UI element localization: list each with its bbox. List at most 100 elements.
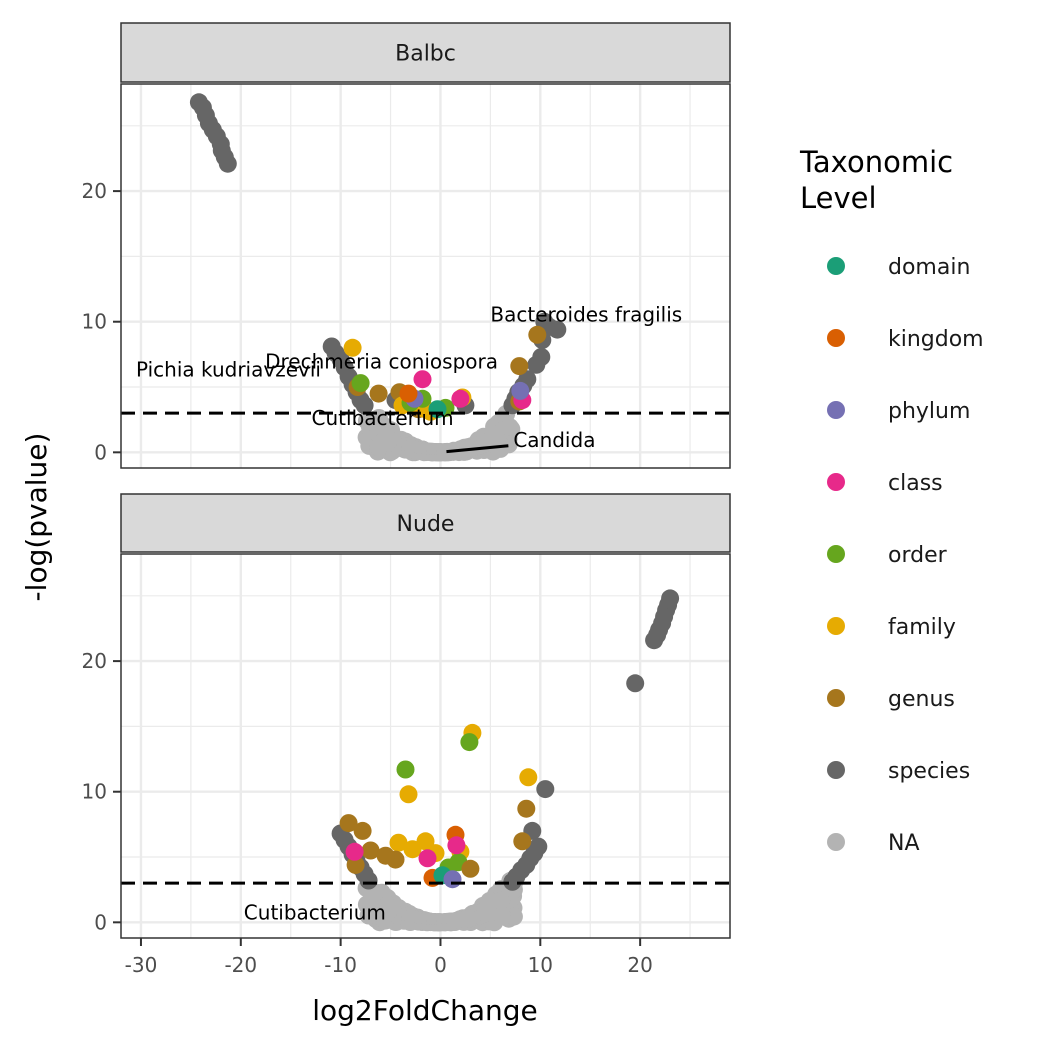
panel-border [120, 83, 731, 469]
legend-label: species [888, 759, 970, 784]
legend-key-kingdom [827, 329, 845, 347]
legend-label: family [888, 615, 956, 640]
y-tick-label: 10 [82, 780, 107, 804]
legend-label: genus [888, 687, 955, 712]
family-point [399, 785, 418, 804]
point-annotation: Drechmeria coniospora [265, 350, 498, 374]
y-tick-label: 20 [82, 179, 107, 203]
legend-title: Level [800, 181, 877, 215]
genus-point [369, 384, 388, 403]
legend-key-domain [827, 257, 845, 275]
class-point [447, 836, 466, 855]
phylum-point [511, 381, 530, 400]
na-points [357, 871, 523, 932]
x-axis-title: log2FoldChange [312, 994, 538, 1027]
point-annotation: Cutibacterium [312, 406, 454, 430]
species-point [548, 320, 567, 339]
facet-panels: Balbc Bacteroides fragilis Drechmeria coni… [120, 22, 731, 939]
series-class [345, 836, 466, 868]
facet-strip [120, 22, 731, 83]
series-phylum [443, 870, 462, 889]
facet-strip-label: Balbc [395, 42, 456, 67]
family-point [519, 768, 538, 787]
genus-point [353, 821, 372, 840]
legend-label: order [888, 543, 948, 568]
y-tick-label: 0 [94, 910, 107, 934]
order-point [351, 374, 370, 393]
legend-label: class [888, 471, 943, 496]
grid-lines [121, 554, 730, 938]
na-point [500, 417, 519, 436]
species-point [355, 396, 374, 415]
legend-key-na [827, 833, 845, 851]
x-tick-label: -30 [125, 953, 158, 977]
x-tick-label: 10 [528, 953, 553, 977]
phylum-point [443, 870, 462, 889]
family-point [403, 840, 422, 859]
legend-key-family [827, 617, 845, 635]
class-point [418, 849, 437, 868]
point-annotation: Candida [513, 428, 595, 452]
legend-key-genus [827, 689, 845, 707]
genus-point [376, 846, 395, 865]
point-annotation: Bacteroides fragilis [490, 303, 682, 327]
order-point [396, 760, 415, 779]
genus-point [528, 325, 547, 344]
genus-point [513, 832, 532, 851]
genus-point [361, 841, 380, 860]
annotation-leader-line [446, 444, 509, 454]
panel-nude: Nude Cutibacterium [120, 493, 731, 939]
legend-key-class [827, 473, 845, 491]
facet-strip-label: Nude [397, 512, 455, 537]
legend-label: kingdom [888, 327, 984, 352]
class-point [413, 370, 432, 389]
legend-key-species [827, 761, 845, 779]
species-point [645, 631, 664, 650]
class-point [451, 389, 470, 408]
y-axis-title: -log(pvalue) [20, 433, 53, 602]
point-annotation: Pichia kudriavzevii [136, 358, 321, 382]
panel-balbc: Balbc Bacteroides fragilis Drechmeria coni… [120, 22, 731, 469]
species-point [527, 355, 546, 374]
genus-point [346, 855, 365, 874]
y-tick-label: 20 [82, 649, 107, 673]
axes: log2FoldChange -log(pvalue) 0 10 20 0 10 20 -3… [20, 179, 653, 1027]
family-point [389, 833, 408, 852]
legend-label: NA [888, 831, 920, 856]
point-annotation: Cutibacterium [244, 901, 386, 925]
y-tick-label: 10 [82, 310, 107, 334]
legend-key-phylum [827, 401, 845, 419]
genus-point [510, 357, 529, 376]
legend-label: phylum [888, 399, 970, 424]
na-point [492, 906, 511, 925]
species-point [626, 674, 645, 693]
genus-point [517, 799, 536, 818]
legend-title: Taxonomic [799, 145, 953, 179]
kingdom-point [399, 384, 418, 403]
x-tick-label: -20 [224, 953, 257, 977]
facet-strip [120, 493, 731, 553]
species-point [218, 154, 237, 173]
class-point [345, 842, 364, 861]
species-point [503, 872, 522, 891]
genus-point [339, 814, 358, 833]
genus-point [461, 859, 480, 878]
na-points [357, 404, 521, 462]
panel-border [120, 553, 731, 939]
order-point [460, 733, 479, 752]
family-point [343, 338, 362, 357]
x-tick-label: 20 [627, 953, 652, 977]
y-tick-label: 0 [94, 440, 107, 464]
x-tick-label: 0 [434, 953, 447, 977]
series-kingdom [399, 384, 418, 403]
series-genus [339, 799, 536, 878]
legend-key-order [827, 545, 845, 563]
legend-label: domain [888, 255, 970, 280]
family-point [416, 832, 435, 851]
species-point [536, 780, 555, 799]
species-point [359, 871, 378, 890]
na-point [478, 903, 497, 921]
x-tick-label: -10 [324, 953, 357, 977]
